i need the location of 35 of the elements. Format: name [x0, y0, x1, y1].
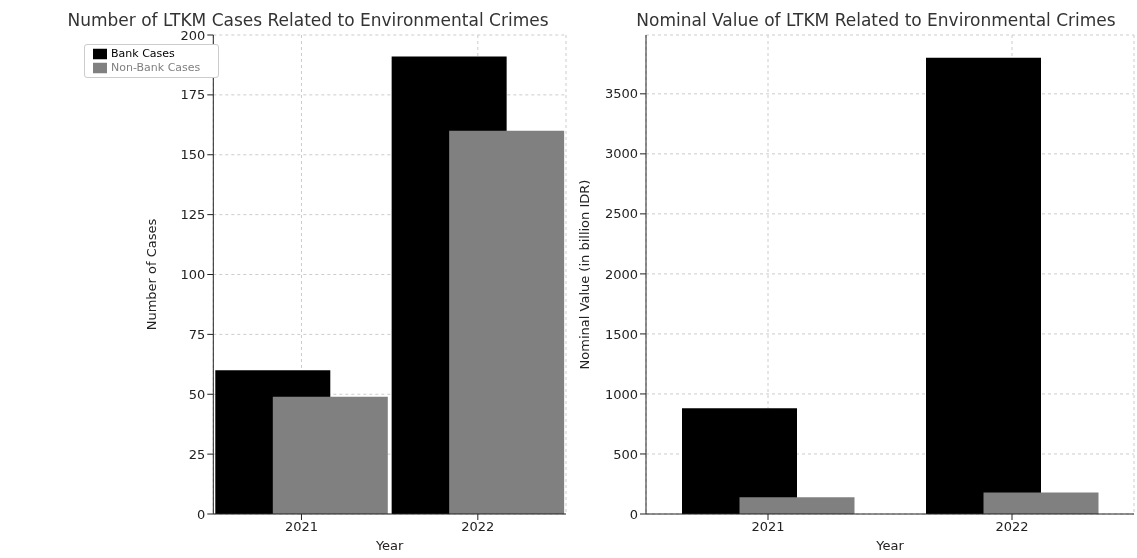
y-tick-label: 150	[180, 147, 206, 163]
y-tick-label: 3500	[604, 86, 638, 102]
x-axis-title: Year	[374, 538, 405, 553]
bar	[449, 130, 565, 514]
y-tick-label: 500	[613, 446, 638, 462]
y-tick-label: 1500	[604, 326, 638, 342]
y-tick-label: 2500	[604, 206, 638, 222]
y-tick-label: 1000	[604, 386, 638, 402]
y-tick-label: 100	[180, 267, 206, 283]
y-tick-label: 2000	[604, 266, 638, 282]
y-tick-label: 25	[188, 446, 206, 462]
legend-label: Non-Bank Cases	[111, 61, 201, 74]
x-tick-label: 2021	[751, 519, 785, 535]
bar	[272, 396, 388, 514]
x-tick-label: 2021	[284, 519, 319, 535]
y-axis-title: Nominal Value (in billion IDR)	[576, 179, 592, 370]
x-axis-title: Year	[875, 538, 905, 553]
x-tick-label: 2022	[995, 519, 1029, 535]
bar	[682, 408, 797, 514]
bar	[983, 492, 1099, 514]
y-tick-label: 50	[188, 386, 206, 402]
y-tick-label: 75	[188, 326, 206, 342]
y-tick-label: 3000	[604, 146, 638, 162]
x-tick-label: 2022	[461, 519, 495, 535]
y-tick-label: 0	[629, 506, 638, 522]
chart-title: Number of LTKM Cases Related to Environmental Crimes	[66, 10, 550, 30]
y-tick-label: 0	[197, 506, 206, 522]
bar	[739, 497, 855, 514]
y-tick-label: 125	[180, 207, 206, 223]
bar	[926, 57, 1041, 514]
legend-label: Bank Cases	[111, 47, 175, 60]
chart-title: Nominal Value of LTKM Related to Environmental Crimes	[635, 10, 1117, 30]
y-axis-title: Number of Cases	[143, 218, 159, 331]
y-tick-label: 200	[180, 27, 206, 43]
y-tick-label: 175	[180, 87, 206, 103]
